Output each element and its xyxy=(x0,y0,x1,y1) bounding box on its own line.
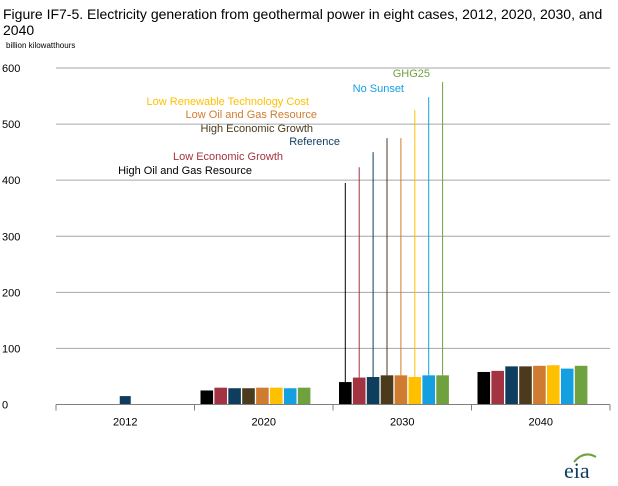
bar xyxy=(477,371,491,405)
series-label: High Economic Growth xyxy=(201,123,314,135)
x-tick-label: 2030 xyxy=(390,417,414,429)
bar xyxy=(228,388,241,405)
bar xyxy=(533,365,546,405)
bar xyxy=(119,396,131,405)
bar xyxy=(270,387,283,405)
bar xyxy=(560,368,574,405)
x-tick-label: 2020 xyxy=(252,417,276,429)
bar xyxy=(408,377,422,405)
series-label: GHG25 xyxy=(393,68,430,80)
bar xyxy=(214,387,227,405)
series-label: Reference xyxy=(289,136,340,148)
eia-logo: eia xyxy=(560,451,606,483)
y-tick-label: 0 xyxy=(2,400,8,412)
series-label: No Sunset xyxy=(353,83,404,95)
callout-lines xyxy=(344,82,444,383)
bar xyxy=(436,375,449,405)
series-label: High Oil and Gas Resource xyxy=(118,165,252,177)
series-label: Low Economic Growth xyxy=(173,151,283,163)
bar xyxy=(256,387,269,405)
series-label: Low Oil and Gas Resource xyxy=(186,109,317,121)
x-axis: 2012 2020 2030 2040 xyxy=(55,404,611,429)
bar xyxy=(491,370,504,405)
bar xyxy=(547,365,560,405)
bar xyxy=(283,388,297,405)
bar xyxy=(422,375,435,405)
bars xyxy=(119,365,588,405)
bar xyxy=(366,377,380,405)
y-tick-label: 300 xyxy=(2,231,20,243)
bar xyxy=(339,382,352,405)
y-tick-label: 500 xyxy=(2,119,20,131)
series-labels: High Oil and Gas Resource Low Economic Gr… xyxy=(118,68,430,177)
gridlines xyxy=(56,67,610,349)
y-tick-label: 400 xyxy=(2,175,20,187)
logo-wordmark: eia xyxy=(564,458,590,481)
bar xyxy=(242,388,255,405)
y-tick-label: 100 xyxy=(2,343,20,355)
x-tick-label: 2040 xyxy=(529,417,553,429)
y-tick-label: 200 xyxy=(2,287,20,299)
chart-title: Figure IF7-5. Electricity generation fro… xyxy=(3,6,603,38)
bar xyxy=(200,390,214,405)
y-tick-label: 600 xyxy=(2,63,20,75)
bar xyxy=(574,365,588,405)
y-axis-unit-label: billion kilowatthours xyxy=(6,41,76,50)
x-tick-label: 2012 xyxy=(113,417,137,429)
bar xyxy=(352,377,366,405)
bar xyxy=(505,366,518,405)
bar xyxy=(380,375,394,405)
y-axis-ticks: 0 100 200 300 400 500 600 xyxy=(2,63,20,412)
bar xyxy=(297,387,311,405)
logo-swoosh-icon xyxy=(573,453,597,463)
bar xyxy=(394,375,408,405)
series-label: Low Renewable Technology Cost xyxy=(147,96,309,108)
bar xyxy=(519,366,532,405)
